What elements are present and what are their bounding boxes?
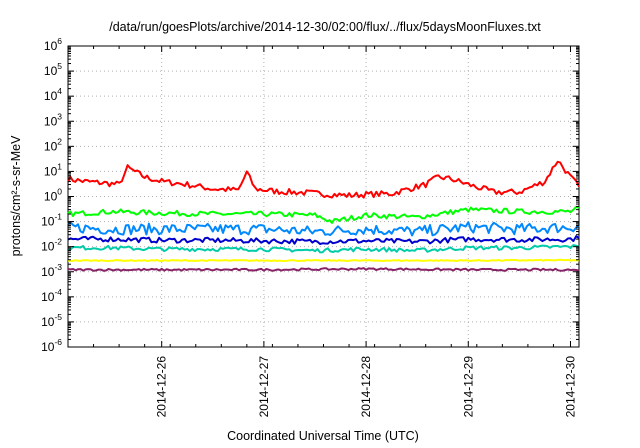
- y-tick-label: 104: [44, 86, 62, 103]
- series-group: [67, 160, 580, 272]
- y-tick-label: 10-2: [41, 237, 62, 254]
- y-tick-label: 106: [44, 36, 62, 53]
- series-line: [67, 267, 580, 272]
- y-tick-label: 10-5: [41, 312, 62, 329]
- series-line: [67, 258, 580, 262]
- chart-title: /data/run/goesPlots/archive/2014-12-30/0…: [109, 20, 541, 34]
- x-tick-label: 2014-12-27: [257, 356, 271, 418]
- series-line: [67, 244, 580, 254]
- x-tick-labels: 2014-12-26 2014-12-27 2014-12-28 2014-12-29…: [155, 356, 578, 418]
- x-tick-label: 2014-12-30: [563, 356, 577, 418]
- y-tick-label: 10-6: [41, 337, 62, 354]
- y-tick-labels: 10-6 10-5 10-4 10-3 10-2 10-1 100 101 102 103 104 1…: [41, 36, 62, 354]
- y-axis-label: protons/cm²-s-sr-MeV: [9, 135, 23, 257]
- axis-ticks: [67, 45, 580, 348]
- y-tick-label: 105: [44, 61, 62, 78]
- y-tick-label: 103: [44, 111, 62, 128]
- y-tick-label: 100: [44, 187, 62, 204]
- y-tick-label: 102: [44, 136, 62, 153]
- series-line: [67, 205, 580, 224]
- y-tick-label: 10-4: [41, 287, 62, 304]
- y-tick-label: 10-1: [41, 212, 62, 229]
- x-axis-label: Coordinated Universal Time (UTC): [227, 429, 419, 443]
- x-tick-label: 2014-12-26: [155, 356, 169, 418]
- y-tick-label: 101: [44, 161, 62, 178]
- y-tick-label: 10-3: [41, 262, 62, 279]
- series-line: [67, 221, 580, 237]
- series-line: [67, 235, 580, 245]
- x-tick-label: 2014-12-29: [461, 356, 475, 418]
- series-line: [67, 160, 580, 199]
- x-tick-label: 2014-12-28: [359, 356, 373, 418]
